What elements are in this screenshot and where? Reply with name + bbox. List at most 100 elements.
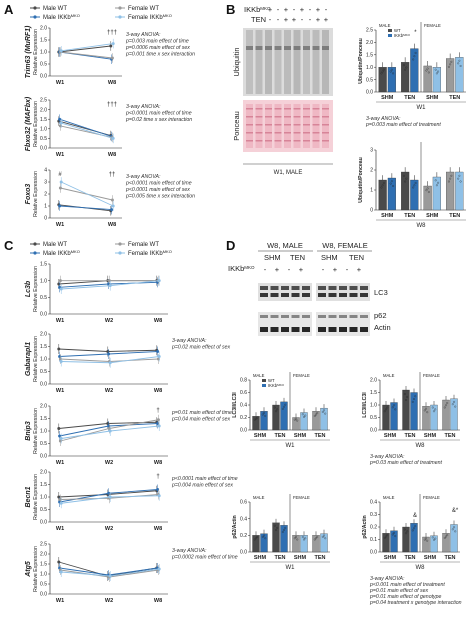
- d2-group-label: TEN: [315, 555, 326, 561]
- actin-band: [349, 327, 358, 332]
- d3-dot: [394, 535, 397, 538]
- a0-ylabel: Relative Expression: [33, 29, 39, 75]
- b0-group-label: TEN: [404, 95, 415, 101]
- c2-ytick-label: 1.5: [40, 416, 47, 422]
- d2-dot: [321, 535, 324, 538]
- c0-ytick-label: 0.5: [40, 295, 47, 301]
- d1-group-label: SHM: [384, 433, 397, 439]
- d0-dot: [281, 407, 284, 410]
- d-shm-male: SHM: [264, 253, 281, 262]
- ponceau-band: [255, 116, 263, 118]
- a2-point: [58, 204, 62, 208]
- a0-ytick-label: 2.0: [40, 26, 47, 32]
- b1-dot: [459, 180, 462, 183]
- w8-female-label: W8, FEMALE: [322, 241, 367, 250]
- a2-stat: p=0.005 time x sex interaction: [125, 194, 195, 200]
- d2-dot: [313, 538, 316, 541]
- ten-sign: +: [292, 15, 297, 24]
- c3-point: [108, 495, 112, 499]
- ponceau-band: [293, 140, 301, 142]
- a0-point: [110, 56, 114, 60]
- d2-dot: [316, 536, 319, 538]
- d0-female-label: FEMALE: [293, 373, 310, 378]
- ubiquitin-lanes: [246, 30, 329, 94]
- d-ikk-sup: MKO: [244, 265, 255, 270]
- c2-stat: p=0.04 main effect of sex: [171, 417, 231, 423]
- b1-ytick-label: 1: [370, 188, 373, 194]
- lc3-band-upper: [328, 286, 337, 290]
- b1-group-label: TEN: [404, 213, 415, 219]
- d0-group-label: SHM: [254, 433, 267, 439]
- d0-dot: [276, 408, 279, 411]
- d0-bar: [300, 412, 308, 431]
- c-legend-female-ko: Female IKKb: [128, 251, 163, 257]
- d1-female-label: FEMALE: [423, 373, 440, 378]
- d1-stat: p=0.03 main effect of treatment: [369, 460, 443, 466]
- legend-male-ko-wrap: Male IKKbMKO: [43, 13, 80, 21]
- lc3-band-lower: [302, 293, 310, 297]
- d3-dot: [426, 539, 429, 542]
- p62-label: p62: [374, 311, 387, 320]
- b1-dot: [381, 184, 384, 187]
- lc3-band-upper: [291, 286, 300, 290]
- d0-group-label: TEN: [275, 433, 286, 439]
- b1-dot: [413, 184, 416, 187]
- ubiquitin-lane: [322, 30, 329, 94]
- b0-ytick-label: 2.5: [366, 28, 373, 34]
- ponceau-band: [284, 140, 291, 142]
- lc3-band-lower: [318, 293, 326, 297]
- d-ikk-sign: -: [264, 265, 267, 274]
- ponceau-lane: [265, 104, 272, 148]
- ponceau-band: [265, 140, 272, 142]
- ponceau-lane: [312, 104, 320, 148]
- b0-dot: [382, 68, 385, 71]
- ponceau-band: [246, 140, 253, 142]
- a2-gene: Foxo3: [25, 184, 32, 205]
- ponceau-band: [265, 108, 272, 110]
- ponceau-band: [312, 140, 320, 142]
- d0-dot: [256, 416, 259, 419]
- d0-dot: [275, 410, 277, 413]
- c-legend-male-ko-wrap: Male IKKbMKO: [43, 249, 80, 257]
- d-ikk-sign: -: [288, 265, 291, 274]
- d1-ytick-label: 0.5: [370, 415, 377, 421]
- c2-ylabel: Relative Expression: [33, 408, 39, 454]
- ponceau-band: [312, 116, 320, 118]
- b0-legend-wt: WT: [394, 28, 401, 33]
- d1-stat: 3-way ANOVA:: [370, 454, 405, 460]
- a1-point: [59, 121, 63, 125]
- d3-dot: [446, 534, 449, 537]
- d3-group-label: SHM: [384, 555, 397, 561]
- c-legend-marker-male-wt: [33, 242, 37, 246]
- ponceau-band: [255, 140, 263, 142]
- d1-dot: [423, 409, 426, 412]
- c3-xtick-label: W8: [154, 526, 162, 532]
- b0-dot: [457, 62, 460, 65]
- d2-dot: [256, 536, 259, 538]
- d3-ytick-label: 0.0: [370, 550, 377, 556]
- b1-ytick-label: 2: [370, 168, 373, 174]
- ten-sign: -: [277, 15, 280, 24]
- d1-dot: [411, 400, 414, 403]
- b0-dot: [426, 67, 429, 70]
- c-legend-female-ko-wrap: Female IKKbMKO: [128, 249, 172, 257]
- lc3-band-lower: [360, 293, 368, 297]
- b1-dot: [402, 174, 405, 177]
- d-sign-row: - + - + - + - +: [264, 265, 362, 274]
- lc3-band-lower: [260, 293, 268, 297]
- b0-dot: [404, 68, 407, 71]
- c4-xtick-label: W1: [56, 598, 64, 604]
- ponceau-band: [322, 140, 329, 142]
- p62-band: [260, 315, 268, 318]
- a2-series-line-3: [61, 181, 114, 207]
- d3-dot: [431, 536, 434, 539]
- panel-label-c: C: [4, 238, 14, 253]
- d0-dot: [253, 418, 256, 421]
- d3-ytick-label: 0.3: [370, 512, 377, 518]
- b1-dot: [380, 186, 383, 189]
- ponceau-band: [293, 116, 301, 118]
- c2-ytick-label: 0.0: [40, 454, 47, 460]
- d1-dot: [394, 408, 397, 411]
- d0-bar: [272, 404, 280, 431]
